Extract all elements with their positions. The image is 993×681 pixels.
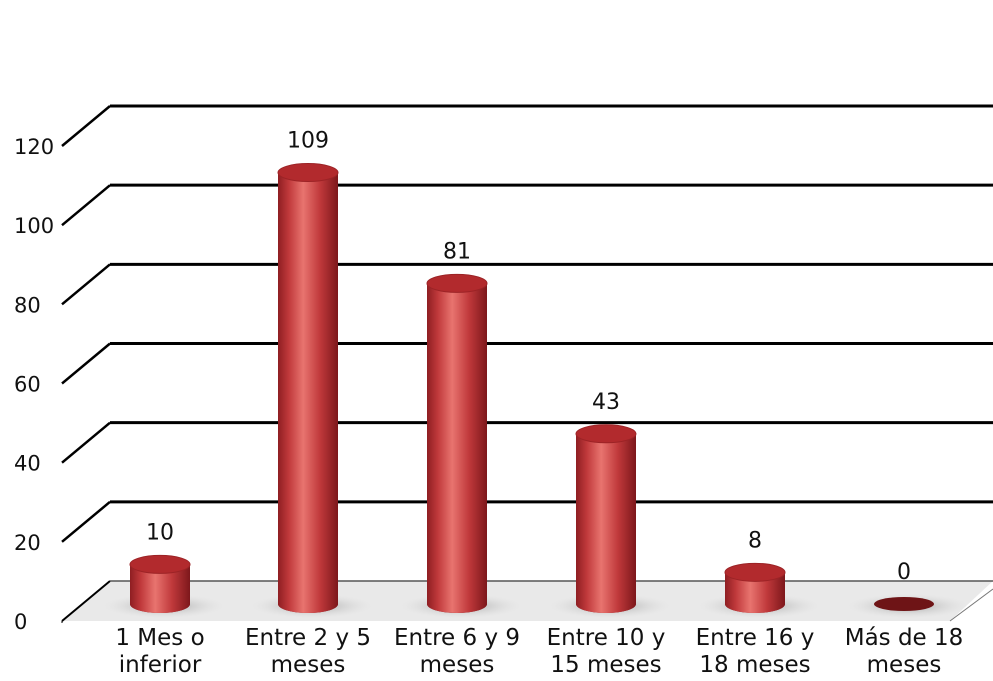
x-tick-label-line: Entre 10 y (547, 625, 666, 651)
bar-top (575, 424, 637, 444)
bar-body (427, 283, 487, 604)
gridline (61, 342, 993, 385)
bar-bottom-curve (278, 604, 338, 613)
data-label: 10 (146, 520, 174, 545)
y-axis: 0 20 40 60 80 100 120 (14, 135, 63, 634)
bar (401, 273, 521, 618)
gridline (61, 104, 993, 147)
data-labels: 10 109 81 43 8 0 (146, 129, 911, 585)
x-tick-label: Entre 10 y15 meses (547, 625, 666, 678)
bar-top (277, 163, 339, 183)
bar (550, 424, 670, 618)
gridline (61, 421, 993, 464)
bar (848, 594, 968, 618)
bar (252, 163, 372, 618)
bar-body (278, 172, 338, 604)
bar-top (426, 273, 488, 293)
gridline (61, 183, 993, 227)
bars (104, 163, 968, 618)
floor-edge (949, 588, 993, 622)
bar-bottom-curve (725, 604, 785, 613)
x-tick-label-line: 15 meses (550, 652, 661, 678)
bar-bottom-curve (130, 604, 190, 613)
x-tick-label-line: 18 meses (699, 652, 810, 678)
x-tick-label: Entre 16 y18 meses (696, 625, 815, 678)
gridline (61, 580, 993, 622)
y-tick-label: 100 (14, 214, 54, 238)
data-label: 81 (443, 239, 471, 264)
x-tick-label-line: Entre 2 y 5 (245, 625, 371, 651)
y-tick-label: 20 (14, 531, 41, 555)
gridline (61, 500, 993, 543)
data-label: 43 (592, 390, 620, 415)
y-tick-label: 40 (14, 452, 41, 476)
y-tick-label: 60 (14, 373, 41, 397)
x-tick-label-line: inferior (119, 652, 202, 678)
x-tick-label-line: Más de 18 (845, 625, 964, 651)
x-tick-label-line: Entre 6 y 9 (394, 625, 520, 651)
bar (699, 562, 819, 618)
data-label: 0 (897, 560, 911, 585)
y-tick-label: 0 (14, 610, 27, 634)
bar-top (129, 554, 191, 574)
data-label: 109 (287, 129, 329, 154)
bar-bottom-curve (427, 604, 487, 613)
bar (104, 554, 224, 618)
x-tick-label-line: meses (867, 652, 942, 678)
x-tick-label-line: Entre 16 y (696, 625, 815, 651)
data-label: 8 (748, 528, 762, 553)
bar-bottom-curve (576, 604, 636, 613)
bar-top (724, 562, 786, 582)
y-tick-label: 120 (14, 135, 54, 159)
gridlines (61, 104, 993, 622)
bar-zero-disc (874, 597, 934, 611)
x-tick-label-line: meses (271, 652, 346, 678)
y-tick-label: 80 (14, 293, 41, 317)
gridline (61, 262, 993, 306)
x-tick-label-line: meses (420, 652, 495, 678)
bar-body (576, 433, 636, 604)
x-tick-label-line: 1 Mes o (115, 625, 204, 651)
